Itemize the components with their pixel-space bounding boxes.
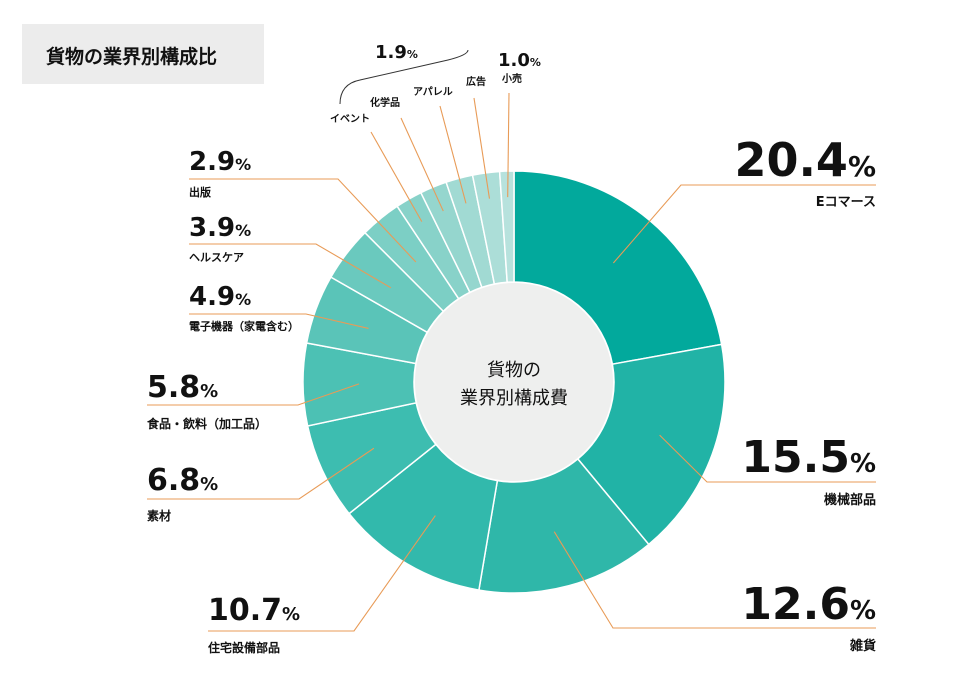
title-box: 貨物の業界別構成比 <box>22 24 264 84</box>
value-label-99: 1.9% <box>375 42 418 63</box>
value-label-8: 2.9% <box>189 147 251 177</box>
group-bracket <box>339 49 469 105</box>
leader-line-5 <box>147 383 360 406</box>
leader-line-8 <box>189 178 417 263</box>
category-label-11: アパレル <box>413 86 453 98</box>
chart-title: 貨物の業界別構成比 <box>46 46 218 68</box>
leader-line-0 <box>612 184 876 264</box>
category-label-7: ヘルスケア <box>189 251 244 264</box>
slice-1 <box>576 343 726 546</box>
leader-line-4 <box>147 447 375 500</box>
value-label-2: 12.6% <box>741 579 876 630</box>
category-label-8: 出版 <box>189 185 211 199</box>
category-label-5: 食品・飲料（加工品） <box>146 416 267 431</box>
leader-line-12 <box>473 97 491 199</box>
leader-line-2 <box>553 531 876 629</box>
category-label-1: 機械部品 <box>824 492 876 508</box>
category-label-12: 広告 <box>466 75 486 88</box>
value-label-7: 3.9% <box>189 213 251 243</box>
category-label-0: Eコマース <box>816 195 876 210</box>
value-label-3: 10.7% <box>208 593 300 628</box>
value-label-13: 1.0% <box>498 50 541 71</box>
value-label-4: 6.8% <box>147 463 218 498</box>
category-label-9: イベント <box>330 113 370 125</box>
leader-line-10 <box>400 117 444 212</box>
value-label-1: 15.5% <box>741 432 876 483</box>
slice-0 <box>513 170 723 366</box>
category-label-6: 電子機器（家電含む） <box>189 319 299 333</box>
leader-line-1 <box>659 434 876 483</box>
category-label-3: 住宅設備部品 <box>208 640 280 655</box>
value-label-6: 4.9% <box>189 282 251 312</box>
center-label-0: 貨物の <box>487 360 541 381</box>
center-circle <box>415 283 613 481</box>
leader-line-3 <box>208 515 436 632</box>
leader-line-7 <box>189 243 392 289</box>
leader-line-11 <box>439 105 467 204</box>
category-label-4: 素材 <box>147 508 171 523</box>
slice-13 <box>498 170 515 284</box>
value-label-5: 5.8% <box>147 370 218 405</box>
leader-line-13 <box>507 92 510 198</box>
category-label-2: 雑貨 <box>849 638 876 654</box>
center-label-1: 業界別構成費 <box>460 388 568 409</box>
value-label-0: 20.4% <box>734 133 876 187</box>
category-label-13: 小売 <box>501 72 522 85</box>
leader-line-9 <box>370 131 423 222</box>
category-label-10: 化学品 <box>370 96 400 109</box>
leader-line-6 <box>189 313 369 329</box>
